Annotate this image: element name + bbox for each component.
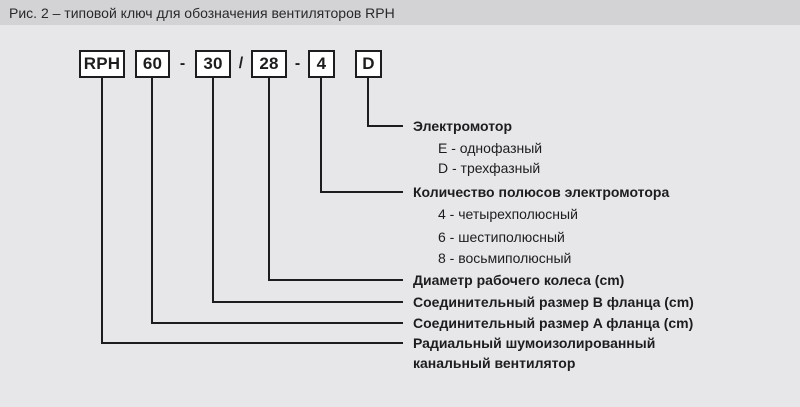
code-separator-dash: - [179,55,186,72]
connector-line-fan-type [101,78,403,344]
legend-heading-fan-type: Радиальный шумоизолированный канальный в… [413,335,656,371]
legend-heading-flange-a: Соединительный размер A фланца (cm) [413,315,694,331]
connector-line-motor-poles [320,78,403,193]
legend-heading-motor: Электромотор [413,118,513,134]
legend-option-motor-three-phase: D - трехфазный [438,160,541,176]
connector-line-flange-b [212,78,403,303]
legend-option-motor-single-phase: E - однофазный [438,140,543,156]
code-box-motor-poles: 4 [308,50,335,78]
figure-title: Рис. 2 – типовой ключ для обозначения ве… [9,4,395,21]
legend-option-poles-six: 6 - шестиполюсный [438,229,565,245]
code-box-motor-type: D [355,50,382,78]
legend-option-poles-four: 4 - четырехполюсный [438,206,578,222]
legend-heading-impeller-diameter: Диаметр рабочего колеса (cm) [413,272,625,288]
code-box-fan-series: RPH [79,50,125,78]
connector-line-motor-type [367,78,403,127]
legend-heading-flange-b: Соединительный размер B фланца (cm) [413,294,694,310]
legend-heading-poles: Количество полюсов электромотора [413,184,670,200]
connector-line-flange-a [151,78,403,324]
legend-option-poles-eight: 8 - восьмиполюсный [438,250,572,266]
connector-line-impeller-diameter [268,78,403,281]
code-box-flange-size-a: 60 [135,50,170,78]
code-separator-dash-2: - [294,55,301,72]
code-box-flange-size-b: 30 [195,50,231,78]
code-separator-slash: / [238,55,244,72]
code-box-impeller-diameter: 28 [251,50,287,78]
figure-title-bar: Рис. 2 – типовой ключ для обозначения ве… [0,0,800,25]
